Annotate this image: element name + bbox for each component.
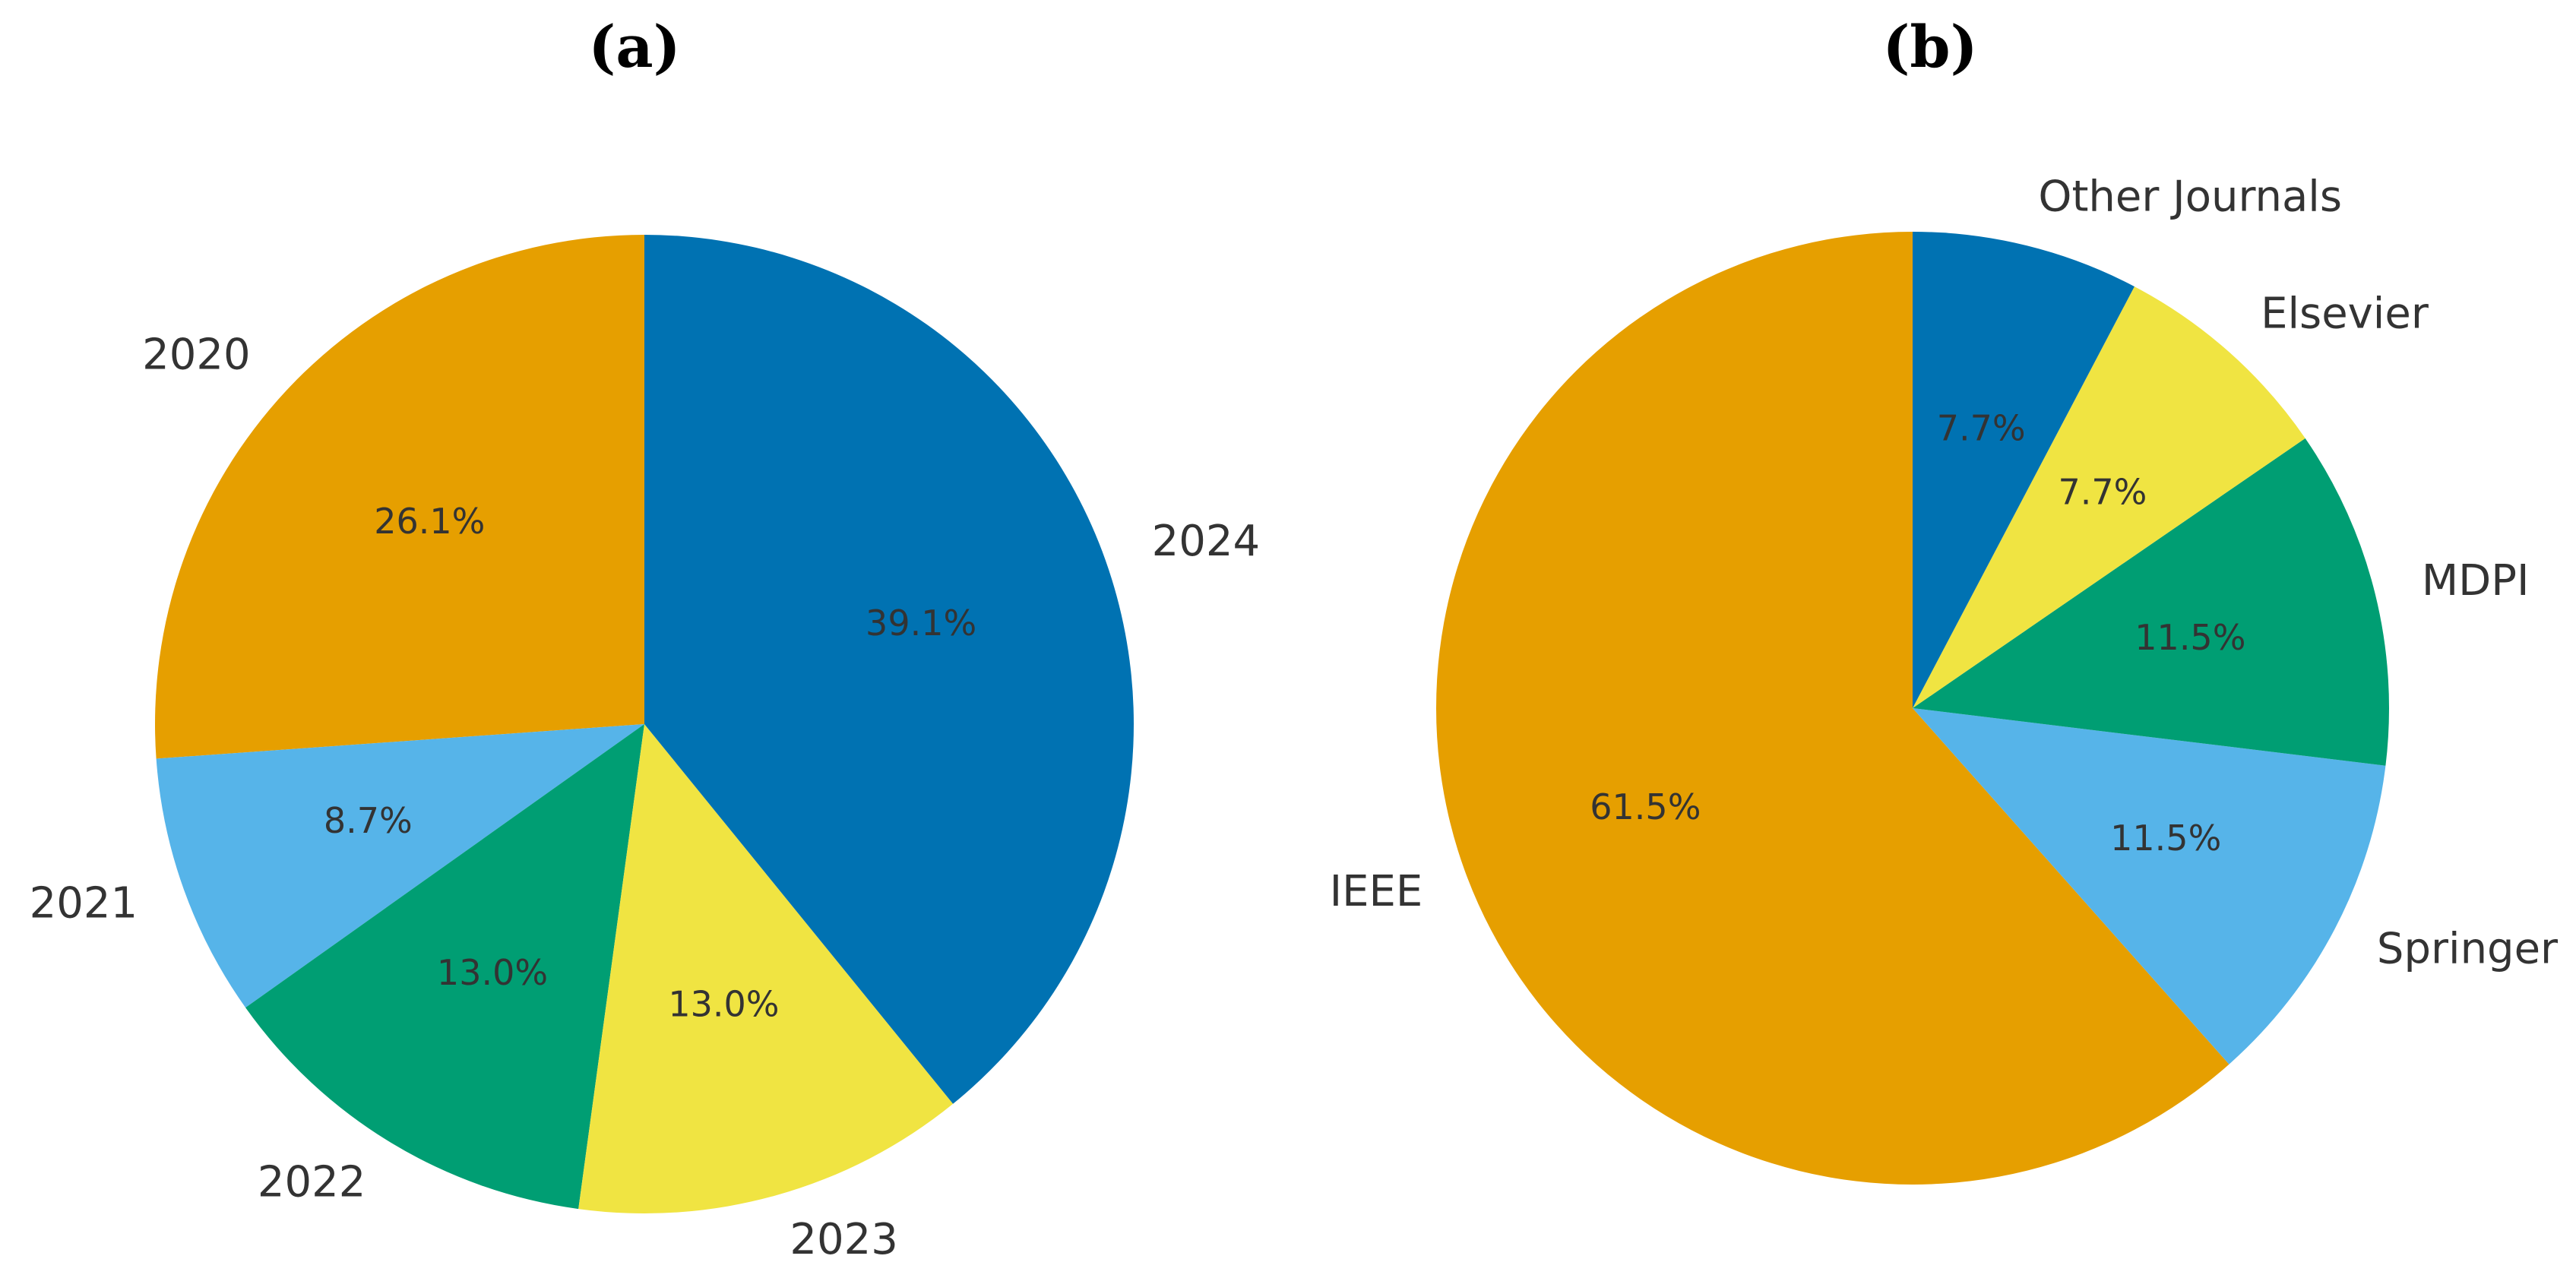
- value-label: 39.1%: [866, 603, 976, 644]
- value-label: 7.7%: [2058, 471, 2147, 512]
- value-label: 61.5%: [1590, 786, 1701, 827]
- pie-slice: [644, 235, 1134, 1104]
- slice-label: Other Journals: [2038, 172, 2342, 222]
- pie-slice: [578, 724, 954, 1213]
- slice-label: 2024: [1152, 517, 1261, 566]
- pie-slice: [1913, 232, 2135, 708]
- slice-label: 2023: [790, 1215, 898, 1264]
- value-label: 26.1%: [374, 501, 485, 542]
- chart-title: (b): [1882, 13, 1977, 81]
- slice-label: IEEE: [1330, 867, 1423, 916]
- pie-slice: [1435, 232, 2229, 1185]
- pie-slice: [1913, 438, 2390, 766]
- value-label: 13.0%: [437, 952, 548, 993]
- pie-slice: [1913, 708, 2386, 1064]
- slice-label: MDPI: [2422, 556, 2530, 606]
- pie-slice: [1913, 286, 2305, 708]
- value-label: 11.5%: [2110, 818, 2221, 859]
- slice-label: 2021: [30, 878, 138, 928]
- value-label: 8.7%: [324, 800, 413, 841]
- pie-slice: [156, 724, 644, 1008]
- slice-label: 2022: [258, 1157, 366, 1207]
- value-label: 13.0%: [668, 984, 779, 1025]
- slice-label: Springer: [2377, 924, 2559, 973]
- pie-slice: [155, 235, 645, 759]
- slice-label: Elsevier: [2261, 289, 2429, 339]
- value-label: 11.5%: [2135, 617, 2245, 658]
- value-label: 7.7%: [1937, 407, 2026, 448]
- pie-slice: [245, 724, 644, 1210]
- chart-title: (a): [588, 13, 680, 81]
- slice-label: 2020: [142, 330, 251, 379]
